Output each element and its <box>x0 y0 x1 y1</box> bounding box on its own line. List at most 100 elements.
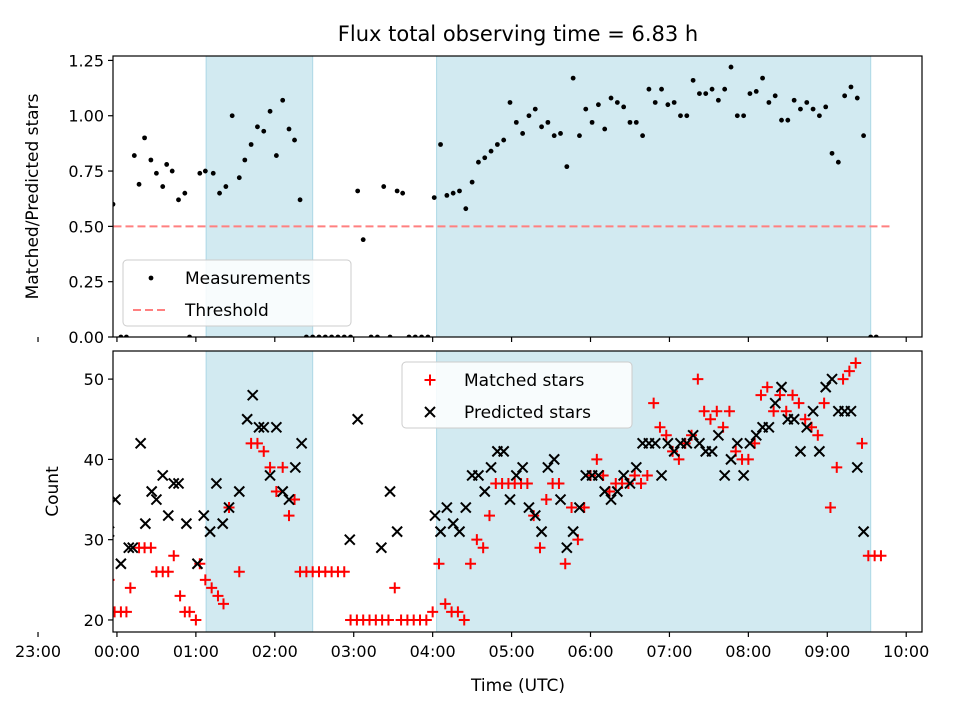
bottom-point-1-23 <box>199 574 211 586</box>
top-point-1-126 <box>854 95 860 101</box>
bottom-y-tick-label-4: 50 <box>84 370 104 389</box>
top-point-1-124 <box>842 93 848 99</box>
bottom-legend-label-1: Matched stars <box>464 371 584 391</box>
top-point-1-30 <box>248 142 254 147</box>
top-legend-label-1: Measurements <box>185 269 311 289</box>
top-point-1-16 <box>160 184 166 189</box>
bottom-series-predicted-stars <box>113 373 870 570</box>
bottom-point-1-18 <box>174 590 186 602</box>
top-point-1-93 <box>646 86 652 92</box>
top-point-1-20 <box>182 190 188 196</box>
top-point-1-88 <box>614 100 620 105</box>
top-point-1-76 <box>539 124 544 130</box>
top-point-1-34 <box>273 153 279 158</box>
bottom-point-2-65 <box>599 485 611 498</box>
bottom-point-2-57 <box>548 453 560 466</box>
bottom-point-2-35 <box>375 541 388 554</box>
bottom-point-2-60 <box>567 525 579 538</box>
top-y-tick-label-3: 0.50 <box>68 217 104 236</box>
bottom-point-1-95 <box>660 429 672 441</box>
top-point-1-86 <box>602 126 608 132</box>
top-point-1-12 <box>136 181 142 187</box>
bottom-point-1-126 <box>856 437 868 449</box>
top-point-1-18 <box>169 168 175 174</box>
bottom-point-2-75 <box>662 437 674 450</box>
bottom-point-1-35 <box>283 510 295 522</box>
bottom-point-2-101 <box>826 373 838 385</box>
bottom-point-2-68 <box>617 469 630 482</box>
top-series-measurements <box>113 64 879 337</box>
x-axis-label: Time (UTC) <box>470 676 565 696</box>
bottom-point-1-125 <box>850 357 862 369</box>
bottom-point-2-15 <box>180 517 193 530</box>
top-point-1-38 <box>297 197 303 203</box>
top-point-1-94 <box>652 100 658 105</box>
top-point-1-104 <box>715 97 721 103</box>
bottom-point-2-43 <box>460 501 472 514</box>
bottom-point-2-25 <box>253 421 265 433</box>
bottom-point-1-93 <box>648 397 660 409</box>
bottom-point-1-62 <box>452 606 464 618</box>
bottom-y-axis-label: Count <box>43 466 63 517</box>
bottom-point-2-83 <box>712 429 725 442</box>
top-point-1-119 <box>810 106 816 112</box>
top-point-1-17 <box>164 162 170 167</box>
bottom-point-2-42 <box>453 525 466 538</box>
bottom-point-1-91 <box>635 477 647 489</box>
top-point-1-74 <box>526 113 532 119</box>
bottom-point-1-115 <box>787 389 799 401</box>
bottom-point-1-58 <box>427 606 439 618</box>
top-legend-box <box>122 259 352 327</box>
x-tick-label-7: 05:00 <box>489 642 535 661</box>
top-point-1-72 <box>513 119 519 125</box>
top-point-1-92 <box>640 133 645 139</box>
top-point-1-120 <box>816 113 822 119</box>
top-point-1-77 <box>545 119 551 125</box>
top-point-1-85 <box>596 102 601 108</box>
top-point-1-14 <box>148 157 154 163</box>
bottom-point-2-74 <box>655 469 668 482</box>
bottom-point-2-54 <box>529 509 541 522</box>
bottom-point-2-69 <box>624 477 636 490</box>
top-point-1-122 <box>829 150 835 156</box>
bottom-point-2-87 <box>737 469 750 482</box>
top-shaded-span-2 <box>436 55 872 338</box>
bottom-point-2-52 <box>516 461 529 474</box>
top-point-1-111 <box>760 75 765 81</box>
x-tick-label-9: 07:00 <box>646 642 692 661</box>
top-y-tick-label-4: 0.75 <box>68 162 104 181</box>
bottom-point-2-98 <box>807 405 819 417</box>
bottom-point-2-76 <box>668 445 680 458</box>
bottom-point-1-121 <box>824 502 836 514</box>
bottom-point-2-51 <box>510 469 523 482</box>
bottom-point-2-27 <box>264 469 276 482</box>
top-point-1-115 <box>785 117 791 123</box>
bottom-point-2-18 <box>204 525 216 538</box>
bottom-point-1-32 <box>264 461 276 473</box>
bottom-point-1-94 <box>654 421 666 433</box>
top-point-1-73 <box>520 131 526 136</box>
top-point-1-69 <box>494 142 500 147</box>
bottom-point-1-108 <box>742 453 754 465</box>
top-point-1-80 <box>564 164 570 170</box>
bottom-point-1-78 <box>553 477 565 489</box>
bottom-point-1-84 <box>591 453 603 465</box>
bottom-point-1-124 <box>843 365 855 377</box>
bottom-point-1-100 <box>692 373 704 385</box>
bottom-point-2-84 <box>718 469 731 482</box>
bottom-legend: Matched stars Predicted stars <box>401 361 633 429</box>
top-point-1-65 <box>469 179 475 185</box>
top-point-1-79 <box>558 131 563 136</box>
bottom-point-2-86 <box>731 437 744 450</box>
bottom-point-1-105 <box>723 405 735 417</box>
top-point-1-95 <box>659 86 664 92</box>
top-point-1-13 <box>142 135 147 141</box>
top-legend: Measurements Threshold <box>122 259 352 327</box>
top-point-1-127 <box>861 133 866 139</box>
top-point-1-71 <box>507 100 513 105</box>
bottom-frame <box>112 350 923 633</box>
top-point-1-23 <box>202 168 208 174</box>
bottom-point-2-50 <box>504 493 516 506</box>
bottom-point-2-21 <box>223 501 235 514</box>
bottom-point-2-9 <box>145 485 158 498</box>
